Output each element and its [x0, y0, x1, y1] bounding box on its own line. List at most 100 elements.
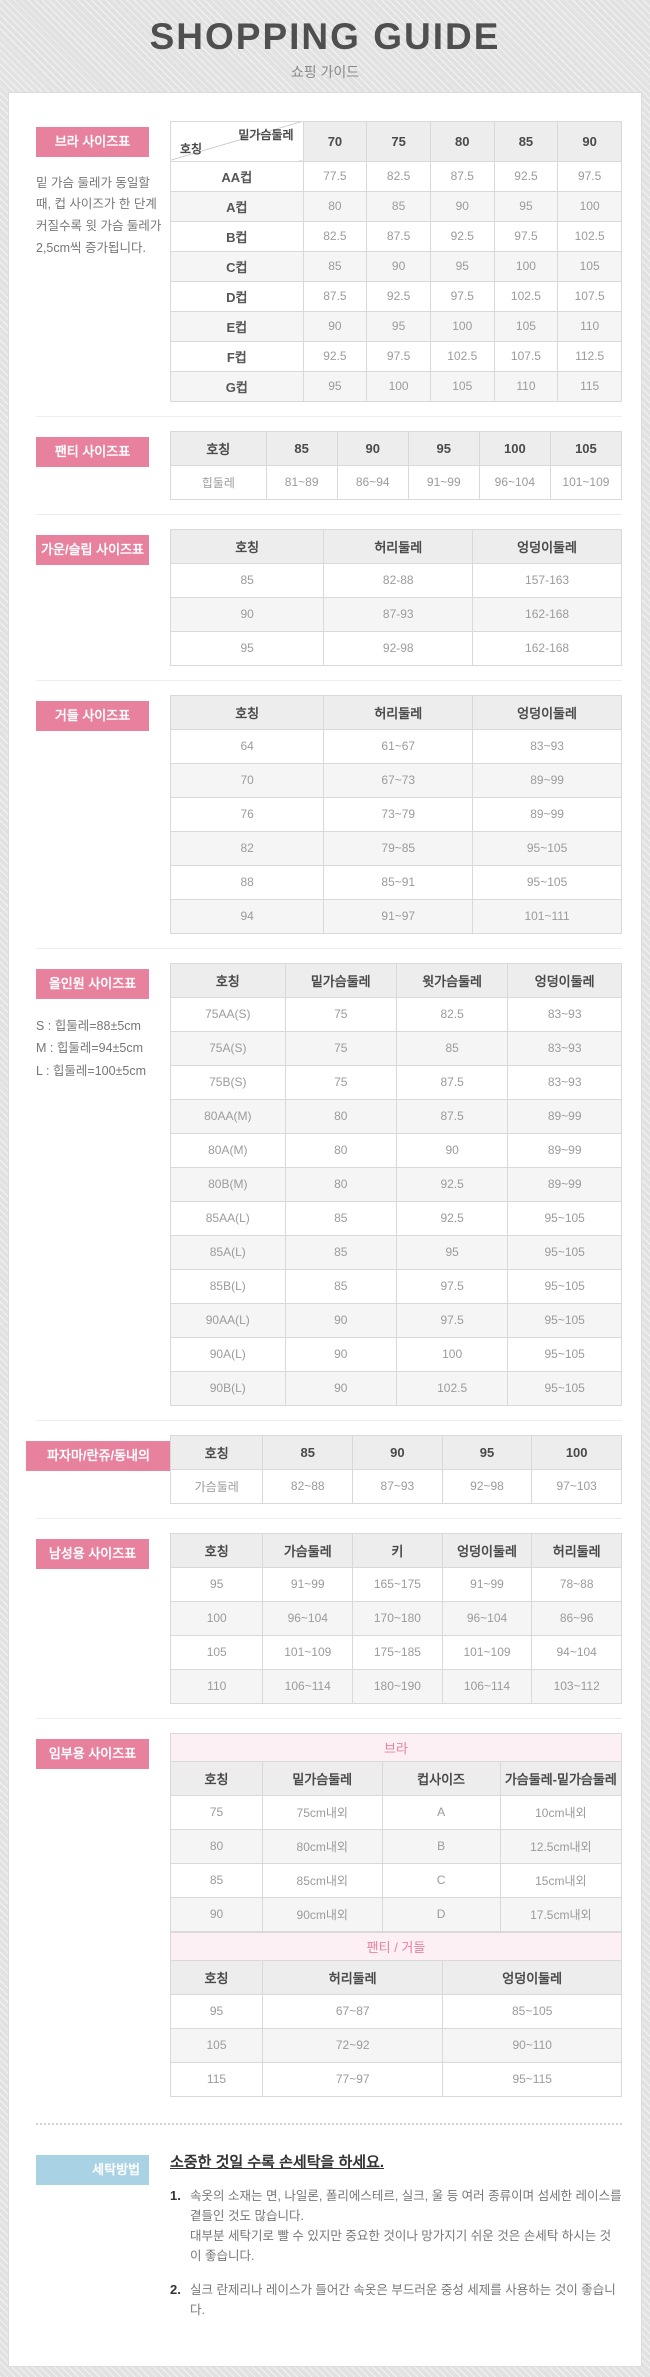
column-header: 호칭 [169, 1532, 264, 1568]
value-cell: 90 [284, 1336, 397, 1372]
value-cell: 83~93 [472, 728, 622, 764]
value-cell: 17.5cm내외 [499, 1896, 623, 1932]
column-header: 90 [336, 430, 409, 466]
value-cell: 115 [557, 370, 622, 402]
value-cell: 90~110 [442, 2027, 622, 2063]
column-header: 밑가슴둘레 [284, 962, 397, 998]
value-cell: 97.5 [395, 1268, 509, 1304]
value-cell: 85 [284, 1200, 397, 1236]
value-cell: 95 [429, 250, 495, 282]
wash-item-2-text: 실크 란제리나 레이스가 들어간 속옷은 부드러운 중성 세제를 사용하는 것이… [190, 2280, 622, 2320]
row-label-cell: 100 [169, 1600, 264, 1636]
value-cell: 85~91 [323, 864, 474, 900]
column-header: 밑가슴둘레 [262, 1760, 383, 1796]
value-cell: 110 [557, 310, 622, 342]
row-label-cell: 75A(S) [170, 1030, 286, 1066]
value-cell: 97.5 [395, 1302, 509, 1338]
header-row: 호칭 85 90 95 100 [169, 1434, 622, 1470]
value-cell: 85 [395, 1030, 509, 1066]
table-row: 64 61~67 83~93 [169, 728, 622, 764]
section-label-pajama: 파자마/란쥬/동내의 [26, 1440, 171, 1471]
size-table: 밑가슴둘레 호칭 70 75 80 85 90 AA컵 77.5 82.5 87.5 92.5 97.5… [170, 120, 622, 402]
table-row: 88 85~91 95~105 [169, 864, 622, 900]
row-label-cell: 80A(M) [170, 1132, 286, 1168]
size-table: 호칭 85 90 95 100 105 힙둘레 81~89 86~94 91~99 96~104 10… [170, 430, 623, 500]
header-row: 호칭 허리둘레 엉덩이둘레 [170, 1959, 622, 1995]
value-cell: 80 [284, 1166, 397, 1202]
row-label-cell: 85 [170, 1862, 263, 1898]
group-header-row: 브라 [170, 1732, 622, 1762]
table-row: 95 67~87 85~105 [170, 1993, 622, 2029]
wash-item-1: 1. 속옷의 소재는 면, 나일론, 폴리에스테르, 실크, 울 등 여러 종류… [170, 2186, 622, 2266]
column-header: 허리둘레 [261, 1959, 444, 1995]
value-cell: 87.5 [395, 1064, 509, 1100]
value-cell: 91~99 [441, 1566, 533, 1602]
value-cell: 87.5 [366, 220, 431, 252]
value-cell: 101~111 [472, 898, 622, 934]
table-row: 95 91~99 165~175 91~99 78~88 [169, 1566, 622, 1602]
wash-item-1-number: 1. [170, 2187, 181, 2203]
table-row: 85 82-88 157-163 [169, 562, 622, 598]
value-cell: 82-88 [323, 562, 474, 598]
value-cell: 77.5 [302, 160, 368, 192]
value-cell: 92~98 [441, 1468, 533, 1504]
value-cell: 87.5 [302, 280, 368, 312]
column-header: 엉덩이둘레 [507, 962, 622, 998]
row-label-cell: B컵 [170, 220, 304, 252]
value-cell: 103~112 [531, 1668, 622, 1704]
value-cell: 92.5 [493, 160, 559, 192]
value-cell: 105 [493, 310, 559, 342]
girdle-side-column: 거들 사이즈표 [36, 695, 170, 934]
table-row: 90A(L) 90 100 95~105 [170, 1336, 622, 1372]
wash-item-2-number: 2. [170, 2281, 181, 2297]
section-label-wash: 세탁방법 [36, 2154, 149, 2185]
value-cell: 85~105 [442, 1993, 622, 2029]
row-label-cell: 76 [169, 796, 325, 832]
value-cell: 96~104 [262, 1600, 354, 1636]
column-header: 엉덩이둘레 [442, 1959, 622, 1995]
row-label-cell: 105 [170, 2027, 263, 2063]
header-row: 호칭 85 90 95 100 105 [170, 430, 623, 466]
value-cell: 92.5 [429, 220, 495, 252]
value-cell: 89~99 [507, 1132, 622, 1168]
section-label-maternity: 임부용 사이즈표 [36, 1738, 149, 1769]
column-header: 75 [366, 120, 431, 162]
row-label-cell: 85AA(L) [170, 1200, 286, 1236]
value-cell: 83~93 [507, 1064, 622, 1100]
value-cell: 95~105 [507, 1200, 622, 1236]
allinone-note-s: S : 힙둘레=88±5cm [36, 1018, 141, 1033]
section-bra: 브라 사이즈표 밑 가슴 둘레가 동일할 때, 컵 사이즈가 한 단계 커질수록… [36, 107, 622, 416]
value-cell: 165~175 [352, 1566, 443, 1602]
column-header: 호칭 [169, 694, 325, 730]
table-row: 80AA(M) 80 87.5 89~99 [170, 1098, 622, 1134]
section-label-gown-slip: 가운/슬립 사이즈표 [36, 534, 149, 565]
value-cell: 95~105 [507, 1268, 622, 1304]
row-label-cell: 115 [170, 2061, 263, 2097]
row-label-cell: 88 [169, 864, 325, 900]
value-cell: 67~87 [261, 1993, 444, 2029]
row-label-cell: D컵 [170, 280, 304, 312]
value-cell: 112.5 [557, 340, 622, 372]
table-row: 80 80cm내외 B 12.5cm내외 [170, 1828, 623, 1864]
value-cell: 110 [493, 370, 559, 402]
diagonal-corner-cell: 밑가슴둘레 호칭 [170, 120, 304, 162]
value-cell: 82.5 [366, 160, 431, 192]
table-row: 85AA(L) 85 92.5 95~105 [170, 1200, 622, 1236]
section-girdle: 거들 사이즈표 호칭 허리둘레 엉덩이둘레 64 61~67 83~93 70 67~73 89… [36, 679, 622, 948]
column-header: 허리둘레 [323, 694, 474, 730]
value-cell: 102.5 [557, 220, 622, 252]
value-cell: 12.5cm내외 [499, 1828, 623, 1864]
table-row: F컵 92.5 97.5 102.5 107.5 112.5 [170, 340, 622, 372]
wash-title: 소중한 것일 수록 손세탁을 하세요. [170, 2153, 385, 2171]
pajama-side-column: 파자마/란쥬/동내의 [26, 1435, 171, 1504]
value-cell: 97.5 [493, 220, 559, 252]
value-cell: 73~79 [323, 796, 474, 832]
value-cell: 86~96 [531, 1600, 622, 1636]
table-row: 90 90cm내외 D 17.5cm내외 [170, 1896, 623, 1932]
column-header: 엉덩이둘레 [441, 1532, 533, 1568]
row-label-cell: 90B(L) [170, 1370, 286, 1406]
row-label-cell: 95 [169, 1566, 264, 1602]
table-row: 105 72~92 90~110 [170, 2027, 622, 2063]
table-row: 75 75cm내외 A 10cm내외 [170, 1794, 623, 1830]
page-header: SHOPPING GUIDE 쇼핑 가이드 [0, 0, 650, 92]
